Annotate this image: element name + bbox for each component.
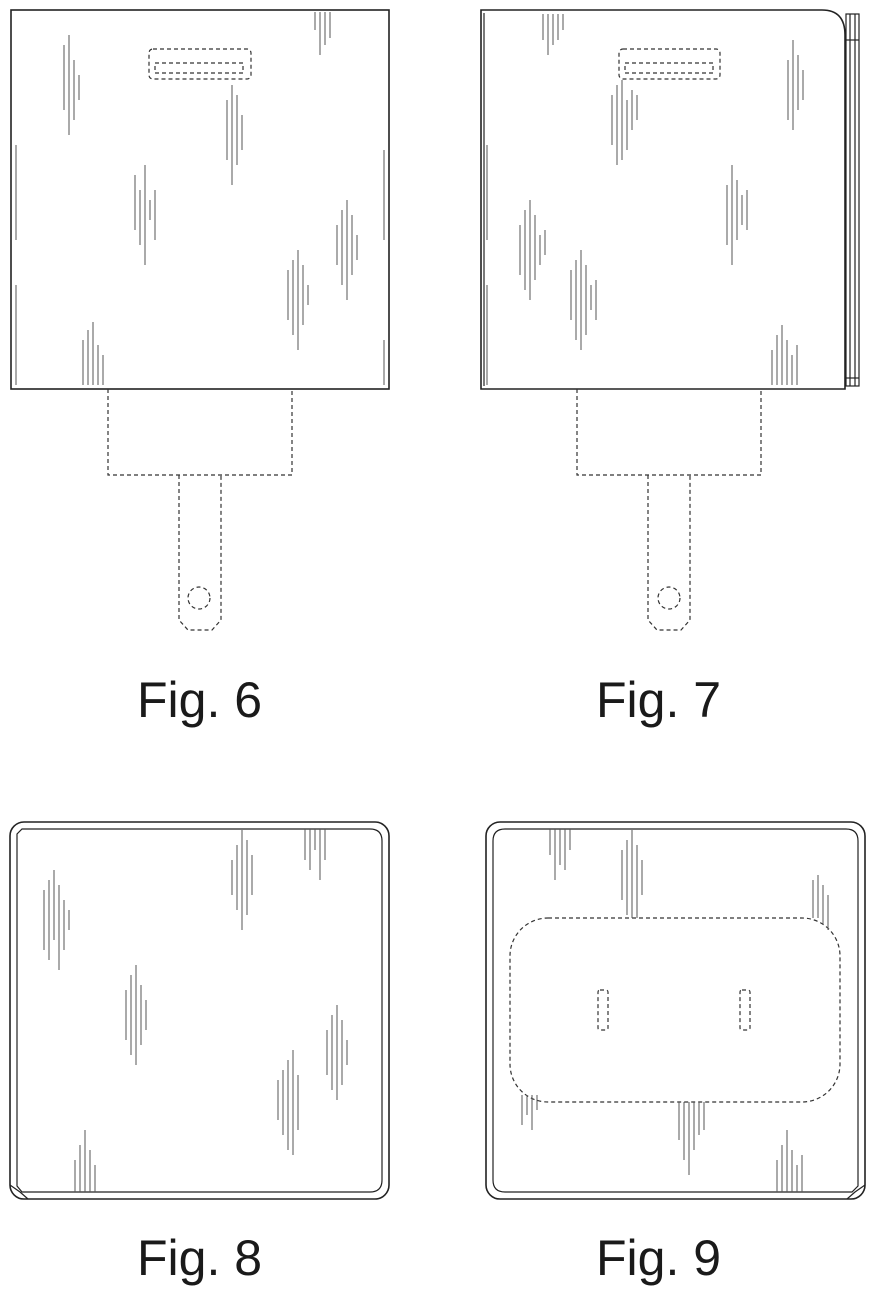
fig6-drawing	[11, 10, 389, 630]
fig7-plug-prong	[648, 475, 690, 630]
fig7-side-flange	[846, 14, 859, 386]
fig7-drawing	[481, 10, 859, 630]
fig8-outer-outline	[10, 822, 389, 1199]
fig8-drawing	[10, 822, 389, 1199]
fig7-body	[481, 10, 845, 389]
fig6-plug-base	[108, 389, 292, 475]
fig9-label: Fig. 9	[596, 1233, 721, 1283]
fig6-plug-prong	[179, 475, 221, 630]
fig9-outer-outline	[486, 822, 865, 1199]
fig6-label: Fig. 6	[137, 675, 262, 725]
fig7-prong-hole	[658, 587, 680, 609]
fig7-label: Fig. 7	[596, 675, 721, 725]
fig9-drawing	[486, 822, 865, 1199]
fig6-prong-hole	[188, 587, 210, 609]
fig7-plug-base	[577, 389, 761, 475]
fig6-body	[11, 10, 389, 389]
fig8-label: Fig. 8	[137, 1233, 262, 1283]
